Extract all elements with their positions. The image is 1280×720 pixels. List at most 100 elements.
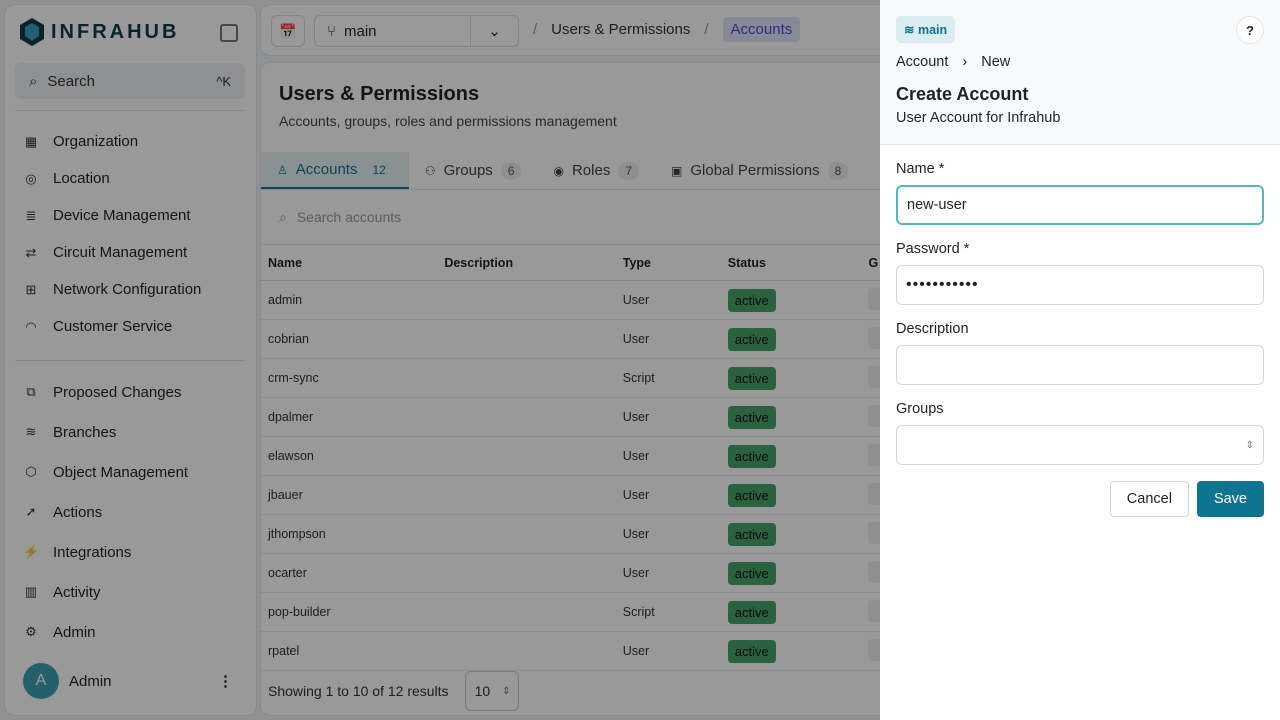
cell-type: User [615,280,721,320]
sidebar-item-actions[interactable]: ➚ Actions [23,492,188,532]
save-button[interactable]: Save [1196,481,1264,517]
branch-selector[interactable]: ⑂ main ⌄ [314,15,519,47]
rocket-icon: ➚ [25,504,37,519]
status-badge: active [727,561,776,585]
gauge-icon: ◠ [25,318,37,334]
sidebar-item-proposed-changes[interactable]: ⧉ Proposed Changes [23,372,188,412]
layers-icon: ≋ [904,23,918,37]
sidebar-item-activity[interactable]: ▥ Activity [23,572,188,612]
logo[interactable]: INFRAHUB [19,17,179,47]
column-header[interactable]: Status [720,244,862,281]
status-badge: active [727,444,776,468]
cell-name: elawson [261,436,438,476]
cell-description [437,319,616,359]
chevron-down-icon[interactable]: ⌄ [470,16,518,46]
search-button[interactable]: ⌕ Search ^K [15,63,245,99]
tab-label: Global Permissions [690,162,820,179]
help-button[interactable]: ? [1236,16,1264,44]
table-row[interactable]: rpatel User active [261,631,899,671]
search-shortcut: ^K [216,73,231,89]
divider [15,360,245,361]
modal-backdrop[interactable] [0,0,880,720]
tab-accounts[interactable]: ♙ Accounts 12 [261,152,409,189]
tab-label: Roles [571,162,611,179]
user-name: Admin [69,672,112,690]
column-header[interactable]: Name [261,244,438,281]
more-vertical-icon[interactable]: ⋮ [218,673,233,690]
name-field[interactable]: new-user [896,185,1264,225]
column-header[interactable]: Description [437,244,616,281]
sidebar-item-label: Circuit Management [53,244,188,261]
sidebar-item-label: Actions [53,503,103,521]
plug-icon: ⚡ [23,544,40,559]
table-row[interactable]: jthompson User active [261,514,899,554]
status-badge: active [727,405,776,429]
description-label: Description [896,321,969,337]
sidebar-item-branches[interactable]: ≋ Branches [23,412,188,452]
sidebar-item-organization[interactable]: ▦ Organization [23,123,201,160]
sidebar-item-label: Proposed Changes [53,383,182,401]
sidebar-item-label: Network Configuration [53,281,202,298]
tab-global-permissions[interactable]: ▣ Global Permissions 8 [655,152,864,189]
sidebar-item-location[interactable]: ◎ Location [23,160,201,197]
status-badge: active [727,327,776,351]
table-row[interactable]: dpalmer User active [261,397,899,437]
sidebar-item-circuit-management[interactable]: ⇄ Circuit Management [23,234,201,271]
status-badge: active [727,600,776,624]
search-icon: ⌕ [29,72,38,90]
time-travel-button[interactable]: 📅 [271,15,305,47]
groups-select[interactable]: ⇕ [896,425,1264,465]
tab-groups[interactable]: ⚇ Groups 6 [409,152,538,189]
cell-type: User [615,397,721,437]
name-label: Name * [896,161,945,177]
nav-top: ▦ Organization ◎ Location ≣ Device Management… [23,123,202,345]
branch-badge-label: main [917,23,948,37]
search-accounts-input[interactable]: ⌕ Search accounts [279,209,401,226]
user-menu[interactable]: A Admin ⋮ [23,663,233,699]
table-row[interactable]: pop-builder Script active [261,592,899,632]
chevron-up-down-icon: ⇕ [502,685,511,697]
column-header[interactable]: Type [615,244,721,281]
cell-description [437,280,616,320]
user-circle-icon: ◉ [553,163,564,178]
sidebar-item-integrations[interactable]: ⚡ Integrations [23,532,188,572]
building-icon: ▦ [24,133,38,149]
users-icon: ⚇ [424,163,436,178]
cell-name: jthompson [261,514,438,554]
divider [15,110,245,111]
sidebar-item-device-management[interactable]: ≣ Device Management [23,197,201,234]
circuit-icon: ⇄ [25,244,37,260]
cancel-button[interactable]: Cancel [1109,481,1189,517]
topbar: 📅 ⑂ main ⌄ / Users & Permissions / Accounts [260,4,900,56]
table-row[interactable]: ocarter User active [261,553,899,593]
sidebar-item-object-management[interactable]: ⬡ Object Management [23,452,188,492]
drawer-subtitle: User Account for Infrahub [896,110,1061,126]
password-field[interactable]: ••••••••••• [896,265,1264,305]
table-row[interactable]: jbauer User active [261,475,899,515]
sidebar: INFRAHUB ⌕ Search ^K ▦ Organization ◎ Locatio… [4,4,257,716]
cell-description [437,475,616,515]
sidebar-item-customer-service[interactable]: ◠ Customer Service [23,308,201,345]
cell-type: User [615,553,721,593]
page-size-value: 10 [474,683,491,699]
page-size-select[interactable]: 10 ⇕ [464,671,519,711]
tab-roles[interactable]: ◉ Roles 7 [537,152,655,189]
description-field[interactable] [896,345,1264,385]
pagination: Showing 1 to 10 of 12 results 10 ⇕ [268,671,519,711]
sidebar-item-admin[interactable]: ⚙ Admin [23,612,188,652]
cell-name: crm-sync [261,358,438,398]
infrahub-logo-icon [20,18,44,46]
breadcrumb-new: New [981,54,1011,70]
cell-description [437,631,616,671]
breadcrumb-accounts[interactable]: Accounts [722,17,801,42]
drawer-title: Create Account [896,84,1029,104]
sidebar-item-network-configuration[interactable]: ⊞ Network Configuration [23,271,202,308]
branch-name: main [344,22,377,40]
cell-type: User [615,436,721,476]
table-row[interactable]: crm-sync Script active [261,358,899,398]
breadcrumb-users-permissions[interactable]: Users & Permissions [551,21,691,38]
cell-description [437,592,616,632]
table-row[interactable]: admin User active [261,280,899,320]
collapse-sidebar-button[interactable] [220,24,238,42]
page-title: Users & Permissions [279,83,480,105]
